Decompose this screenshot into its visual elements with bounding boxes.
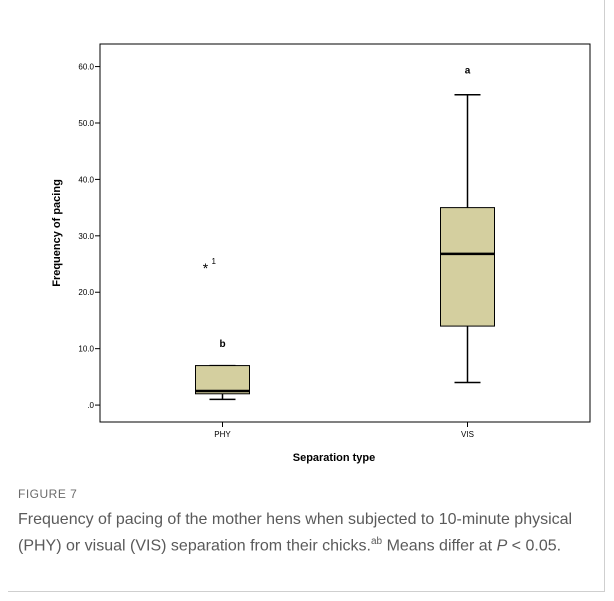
figure-panel: .0 10.0 20.0 30.0 40.0 50.0 60.0 PHY VIS * 1 b a F… [8, 0, 605, 592]
box-plot-chart: .0 10.0 20.0 30.0 40.0 50.0 60.0 PHY VIS * 1 b a F… [51, 43, 591, 464]
boxes-group: * 1 b a [195, 65, 495, 401]
y-axis: .0 10.0 20.0 30.0 40.0 50.0 60.0 [78, 63, 100, 410]
outlier-label: 1 [212, 257, 217, 266]
caption-p: P [496, 537, 508, 555]
y-tick-label: 30.0 [78, 232, 94, 241]
x-tick-label: VIS [461, 430, 474, 439]
significance-letter: a [465, 65, 471, 76]
caption-main: Frequency of pacing of the mother hens w… [18, 511, 573, 555]
plot-frame [99, 43, 591, 423]
y-axis-title: Frequency of pacing [51, 179, 63, 287]
outlier-marker: * [203, 260, 209, 276]
box-vis [440, 207, 495, 327]
y-tick-label: .0 [87, 401, 94, 410]
y-tick-label: 20.0 [78, 288, 94, 297]
y-tick-label: 40.0 [78, 175, 94, 184]
significance-letter: b [219, 339, 225, 350]
x-axis-title: Separation type [293, 452, 376, 464]
caption-superscript: ab [371, 536, 383, 547]
caption-tail-post: < 0.05. [507, 537, 562, 555]
y-tick-label: 10.0 [78, 345, 94, 354]
y-tick-label: 50.0 [78, 119, 94, 128]
x-axis: PHY VIS [214, 422, 474, 439]
y-tick-label: 60.0 [78, 63, 94, 72]
figure-caption: Frequency of pacing of the mother hens w… [18, 509, 588, 557]
x-tick-label: PHY [214, 430, 231, 439]
box-phy [195, 365, 250, 395]
caption-tail-pre: Means differ at [382, 537, 497, 555]
figure-label: FIGURE 7 [18, 487, 78, 501]
